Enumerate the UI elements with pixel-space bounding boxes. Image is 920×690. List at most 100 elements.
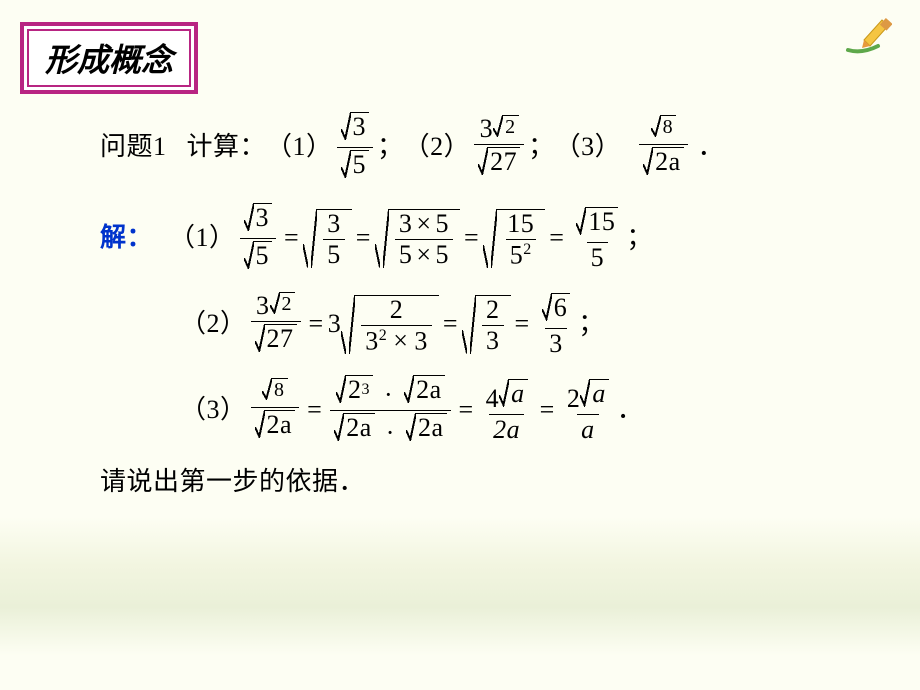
a1s1n: 3 bbox=[323, 211, 345, 239]
p1-frac: 3 5 bbox=[337, 112, 374, 183]
t: 5 bbox=[399, 240, 413, 269]
t: · bbox=[384, 380, 393, 409]
end: ． bbox=[698, 129, 725, 165]
a3-s0: 8 2a bbox=[251, 378, 300, 443]
a1-s3: 15 52 bbox=[483, 209, 545, 269]
end2: ； bbox=[578, 306, 605, 342]
p3-denr: 2a bbox=[653, 147, 684, 175]
solution-1: 解： （1） 3 5 = 3 5 = 3×5 5×5 = 15 52 bbox=[100, 203, 880, 274]
t: 15 bbox=[586, 207, 618, 235]
t: 3 bbox=[414, 326, 428, 355]
end1: ； bbox=[626, 220, 653, 256]
problem-verb: 计算： bbox=[187, 129, 267, 165]
eq2: = bbox=[443, 306, 458, 342]
sep: ； bbox=[377, 129, 404, 165]
solution-2: （2） 32 27 = 3 2 32×3 = 2 3 = 6 3 ； bbox=[100, 292, 880, 357]
a3-prefix: （3） bbox=[180, 392, 247, 428]
p3-numr: 8 bbox=[661, 115, 677, 137]
t: 3 bbox=[256, 291, 270, 320]
p3-frac: 8 2a bbox=[639, 115, 688, 180]
a1-s1: 3 5 bbox=[303, 209, 352, 268]
a1s0d: 5 bbox=[254, 241, 273, 269]
t: 2a bbox=[414, 375, 445, 403]
t: 2 bbox=[523, 241, 532, 258]
t: 2 bbox=[567, 384, 581, 413]
a3-s3: 2a a bbox=[563, 379, 613, 443]
end3: ． bbox=[617, 392, 644, 428]
a1-s2: 3×5 5×5 bbox=[375, 209, 460, 268]
p2-frac: 32 27 bbox=[474, 115, 524, 180]
a3-s2: 4a 2a bbox=[482, 379, 532, 443]
t: a bbox=[590, 379, 609, 407]
t: 2 bbox=[482, 297, 504, 325]
t: a bbox=[577, 414, 599, 443]
t: 2 bbox=[379, 327, 388, 344]
a1s1d: 5 bbox=[323, 239, 345, 268]
t: 2a bbox=[344, 413, 375, 441]
a1-prefix: （1） bbox=[169, 220, 236, 256]
content-area: 问题1 计算： （1） 3 5 ； （2） 32 27 ； （3） 8 2a ．… bbox=[100, 112, 880, 500]
a2-s0: 32 27 bbox=[251, 292, 301, 357]
p2-coef: 3 bbox=[480, 114, 494, 143]
solution-3: （3） 8 2a = 23 · 2a 2a · 2a = 4a 2a = 2a … bbox=[100, 375, 880, 446]
t: 3 bbox=[399, 209, 413, 238]
t: 2 bbox=[348, 377, 362, 403]
eq2: = bbox=[356, 220, 371, 256]
a2-prefix: （2） bbox=[180, 306, 247, 342]
t: 3 bbox=[365, 326, 379, 355]
t: 2a bbox=[265, 410, 296, 438]
t: 2 bbox=[386, 297, 408, 325]
t: 2a bbox=[489, 414, 524, 443]
a2-s2: 2 3 bbox=[462, 295, 511, 354]
t: a bbox=[509, 379, 528, 407]
a1s0n: 3 bbox=[254, 203, 273, 231]
t: × bbox=[416, 240, 431, 269]
p2-prefix: （2） bbox=[404, 129, 471, 165]
eq3: = bbox=[540, 392, 555, 428]
eq4: = bbox=[549, 220, 564, 256]
t: 4 bbox=[486, 384, 500, 413]
sep2: ； bbox=[528, 129, 555, 165]
footer-question: 请说出第一步的依据． bbox=[100, 464, 880, 500]
t: 2 bbox=[280, 292, 296, 314]
p1-den: 5 bbox=[351, 150, 370, 178]
p3-prefix: （3） bbox=[555, 129, 622, 165]
t: 5 bbox=[510, 240, 524, 269]
p2-denr: 27 bbox=[488, 147, 520, 175]
eq: = bbox=[309, 306, 324, 342]
t: 5 bbox=[436, 240, 450, 269]
t: 3 bbox=[328, 306, 342, 342]
t: 5 bbox=[436, 209, 450, 238]
a2-s1: 2 32×3 bbox=[341, 295, 439, 355]
t: 8 bbox=[272, 378, 288, 400]
slide-title: 形成概念 bbox=[27, 29, 191, 87]
t: 3 bbox=[482, 325, 504, 354]
a2-s3: 6 3 bbox=[538, 293, 575, 357]
a1s4d: 5 bbox=[587, 242, 609, 271]
p1-num: 3 bbox=[351, 112, 370, 140]
eq3: = bbox=[515, 306, 530, 342]
title-box: 形成概念 bbox=[20, 22, 198, 94]
eq: = bbox=[307, 392, 322, 428]
a1-s4: 15 5 bbox=[572, 207, 622, 271]
pen-icon bbox=[844, 14, 892, 61]
t: 2a bbox=[416, 413, 447, 441]
eq3: = bbox=[464, 220, 479, 256]
a1-s0: 3 5 bbox=[240, 203, 277, 274]
a1s3n: 15 bbox=[503, 211, 538, 239]
t: × bbox=[416, 209, 431, 238]
t: 3 bbox=[362, 382, 371, 398]
t: 3 bbox=[545, 328, 567, 357]
eq2: = bbox=[459, 392, 474, 428]
a3-s1: 23 · 2a 2a · 2a bbox=[330, 375, 450, 446]
t: 6 bbox=[552, 293, 571, 321]
answer-label: 解： bbox=[100, 220, 153, 256]
problem-label: 问题1 bbox=[100, 129, 167, 165]
eq: = bbox=[284, 220, 299, 256]
p2-numr: 2 bbox=[503, 115, 519, 137]
problem-statement: 问题1 计算： （1） 3 5 ； （2） 32 27 ； （3） 8 2a ． bbox=[100, 112, 880, 183]
t: × bbox=[393, 326, 408, 355]
p1-prefix: （1） bbox=[266, 129, 333, 165]
t: · bbox=[386, 418, 395, 447]
t: 27 bbox=[265, 324, 297, 352]
